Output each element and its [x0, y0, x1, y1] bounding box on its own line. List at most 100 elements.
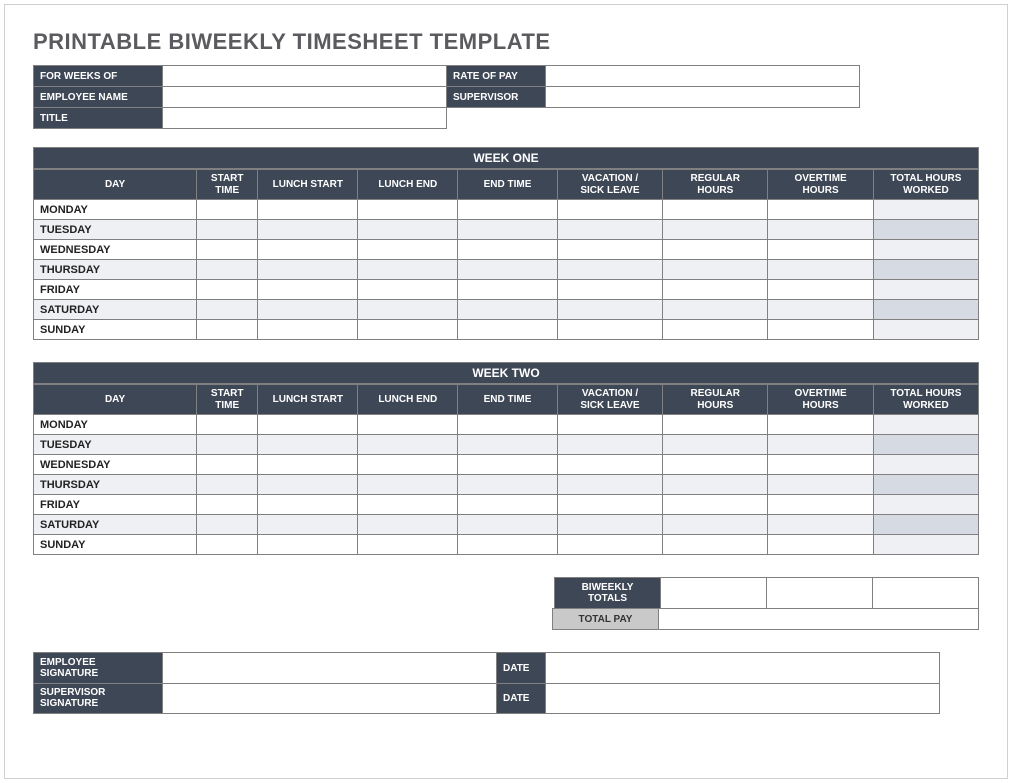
cell-lunch_start[interactable]	[258, 240, 358, 260]
cell-overtime_hours[interactable]	[768, 535, 873, 555]
cell-vacation_sick[interactable]	[557, 475, 662, 495]
value-rate-of-pay[interactable]	[545, 65, 860, 87]
cell-start_time[interactable]	[197, 435, 258, 455]
cell-start_time[interactable]	[197, 300, 258, 320]
cell-regular_hours[interactable]	[663, 200, 768, 220]
cell-start_time[interactable]	[197, 200, 258, 220]
biweekly-total[interactable]	[872, 577, 979, 609]
value-for-weeks-of[interactable]	[162, 65, 447, 87]
cell-regular_hours[interactable]	[663, 495, 768, 515]
cell-end_time[interactable]	[458, 280, 558, 300]
cell-lunch_start[interactable]	[258, 280, 358, 300]
value-employee-name[interactable]	[162, 86, 447, 108]
cell-end_time[interactable]	[458, 240, 558, 260]
cell-vacation_sick[interactable]	[557, 300, 662, 320]
cell-lunch_start[interactable]	[258, 455, 358, 475]
cell-vacation_sick[interactable]	[557, 455, 662, 475]
cell-overtime_hours[interactable]	[768, 495, 873, 515]
cell-overtime_hours[interactable]	[768, 200, 873, 220]
cell-total_hours[interactable]	[873, 320, 978, 340]
cell-start_time[interactable]	[197, 220, 258, 240]
cell-lunch_end[interactable]	[358, 475, 458, 495]
cell-overtime_hours[interactable]	[768, 320, 873, 340]
cell-lunch_start[interactable]	[258, 415, 358, 435]
cell-overtime_hours[interactable]	[768, 240, 873, 260]
cell-overtime_hours[interactable]	[768, 300, 873, 320]
cell-lunch_start[interactable]	[258, 495, 358, 515]
cell-end_time[interactable]	[458, 200, 558, 220]
cell-regular_hours[interactable]	[663, 475, 768, 495]
cell-total_hours[interactable]	[873, 220, 978, 240]
cell-overtime_hours[interactable]	[768, 260, 873, 280]
cell-end_time[interactable]	[458, 415, 558, 435]
cell-lunch_end[interactable]	[358, 435, 458, 455]
cell-lunch_end[interactable]	[358, 300, 458, 320]
cell-lunch_end[interactable]	[358, 280, 458, 300]
cell-overtime_hours[interactable]	[768, 415, 873, 435]
cell-overtime_hours[interactable]	[768, 280, 873, 300]
cell-start_time[interactable]	[197, 515, 258, 535]
cell-end_time[interactable]	[458, 515, 558, 535]
cell-total_hours[interactable]	[873, 260, 978, 280]
cell-end_time[interactable]	[458, 495, 558, 515]
cell-regular_hours[interactable]	[663, 240, 768, 260]
cell-lunch_end[interactable]	[358, 220, 458, 240]
cell-lunch_start[interactable]	[258, 535, 358, 555]
cell-end_time[interactable]	[458, 435, 558, 455]
cell-lunch_start[interactable]	[258, 475, 358, 495]
cell-lunch_start[interactable]	[258, 260, 358, 280]
cell-regular_hours[interactable]	[663, 260, 768, 280]
cell-total_hours[interactable]	[873, 280, 978, 300]
cell-vacation_sick[interactable]	[557, 260, 662, 280]
cell-regular_hours[interactable]	[663, 435, 768, 455]
cell-vacation_sick[interactable]	[557, 200, 662, 220]
cell-lunch_start[interactable]	[258, 515, 358, 535]
cell-start_time[interactable]	[197, 415, 258, 435]
cell-lunch_end[interactable]	[358, 200, 458, 220]
cell-total_hours[interactable]	[873, 495, 978, 515]
cell-lunch_start[interactable]	[258, 435, 358, 455]
cell-vacation_sick[interactable]	[557, 220, 662, 240]
cell-lunch_start[interactable]	[258, 200, 358, 220]
cell-vacation_sick[interactable]	[557, 320, 662, 340]
value-supervisor-signature[interactable]	[162, 683, 497, 714]
cell-vacation_sick[interactable]	[557, 495, 662, 515]
value-date-supervisor[interactable]	[545, 683, 940, 714]
cell-end_time[interactable]	[458, 260, 558, 280]
cell-lunch_end[interactable]	[358, 240, 458, 260]
cell-vacation_sick[interactable]	[557, 535, 662, 555]
cell-start_time[interactable]	[197, 455, 258, 475]
cell-lunch_end[interactable]	[358, 320, 458, 340]
cell-lunch_start[interactable]	[258, 300, 358, 320]
cell-start_time[interactable]	[197, 260, 258, 280]
cell-vacation_sick[interactable]	[557, 435, 662, 455]
cell-lunch_end[interactable]	[358, 415, 458, 435]
cell-start_time[interactable]	[197, 535, 258, 555]
cell-overtime_hours[interactable]	[768, 515, 873, 535]
cell-total_hours[interactable]	[873, 240, 978, 260]
cell-regular_hours[interactable]	[663, 280, 768, 300]
biweekly-regular[interactable]	[660, 577, 767, 609]
cell-total_hours[interactable]	[873, 535, 978, 555]
cell-start_time[interactable]	[197, 495, 258, 515]
cell-regular_hours[interactable]	[663, 455, 768, 475]
cell-lunch_end[interactable]	[358, 455, 458, 475]
value-title[interactable]	[162, 107, 447, 129]
cell-lunch_end[interactable]	[358, 535, 458, 555]
cell-start_time[interactable]	[197, 280, 258, 300]
value-supervisor[interactable]	[545, 86, 860, 108]
cell-lunch_start[interactable]	[258, 320, 358, 340]
cell-end_time[interactable]	[458, 535, 558, 555]
cell-start_time[interactable]	[197, 240, 258, 260]
value-employee-signature[interactable]	[162, 652, 497, 684]
cell-total_hours[interactable]	[873, 200, 978, 220]
cell-regular_hours[interactable]	[663, 415, 768, 435]
cell-regular_hours[interactable]	[663, 220, 768, 240]
cell-lunch_start[interactable]	[258, 220, 358, 240]
value-date-employee[interactable]	[545, 652, 940, 684]
cell-vacation_sick[interactable]	[557, 280, 662, 300]
cell-regular_hours[interactable]	[663, 300, 768, 320]
cell-lunch_end[interactable]	[358, 495, 458, 515]
cell-vacation_sick[interactable]	[557, 415, 662, 435]
cell-total_hours[interactable]	[873, 455, 978, 475]
